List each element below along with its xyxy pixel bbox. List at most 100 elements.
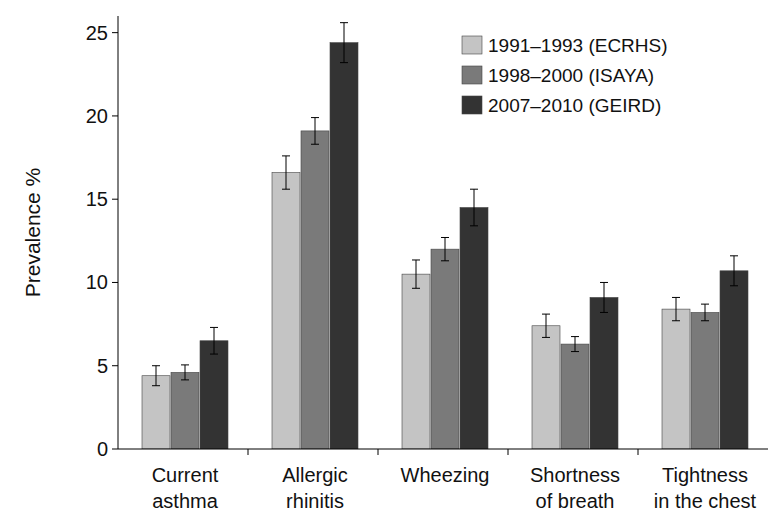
y-tick [112, 199, 118, 200]
y-tick-label: 0 [97, 438, 108, 460]
error-cap [181, 379, 189, 380]
error-cap [542, 314, 550, 315]
error-stem [185, 365, 186, 380]
error-cap [672, 320, 680, 321]
error-stem [575, 337, 576, 352]
x-axis [118, 449, 768, 450]
error-cap [210, 327, 218, 328]
bar [590, 297, 618, 449]
error-bar [210, 327, 218, 354]
y-tick-label: 25 [86, 22, 108, 44]
label-line: in the chest [654, 490, 757, 512]
y-tick [112, 365, 118, 366]
error-stem [546, 314, 547, 337]
legend-label: 1991–1993 (ECRHS) [488, 35, 668, 56]
error-bar [600, 282, 608, 312]
error-stem [156, 366, 157, 386]
error-stem [214, 327, 215, 354]
legend-swatch [462, 66, 482, 84]
bar [301, 131, 329, 449]
label-line: Tightness [662, 464, 748, 486]
error-stem [286, 156, 287, 189]
y-tick-label: 5 [97, 355, 108, 377]
x-tick-label: Wheezing [401, 464, 490, 486]
bar [431, 249, 459, 449]
error-bar [672, 297, 680, 320]
error-stem [734, 256, 735, 286]
error-bar [412, 260, 420, 288]
error-cap [470, 225, 478, 226]
error-cap [701, 304, 709, 305]
label-line: Wheezing [401, 464, 490, 486]
error-bar [542, 314, 550, 337]
error-cap [412, 288, 420, 289]
x-tick-label: Tightness in the chest [654, 464, 757, 512]
plot-area [142, 23, 748, 449]
y-axis-label: Prevalence % [21, 168, 44, 298]
error-bar [181, 365, 189, 380]
label-line: of breath [536, 490, 615, 512]
x-divider [508, 449, 509, 455]
x-divider [248, 449, 249, 455]
error-stem [416, 260, 417, 288]
bar [402, 274, 430, 449]
error-cap [282, 155, 290, 156]
bar [720, 271, 748, 449]
bar [171, 372, 199, 449]
error-bar [311, 118, 319, 145]
bar [142, 376, 170, 449]
error-stem [445, 237, 446, 260]
error-bar [152, 366, 160, 386]
y-tick [112, 282, 118, 283]
legend-swatch [462, 36, 482, 54]
error-bar [441, 237, 449, 260]
error-cap [571, 351, 579, 352]
bar [460, 208, 488, 449]
error-stem [676, 297, 677, 320]
error-cap [282, 189, 290, 190]
error-cap [600, 282, 608, 283]
error-bar [571, 337, 579, 352]
y-tick-label: 10 [86, 271, 108, 293]
error-cap [340, 22, 348, 23]
error-stem [474, 189, 475, 226]
error-cap [701, 320, 709, 321]
error-cap [730, 255, 738, 256]
error-cap [470, 189, 478, 190]
error-cap [672, 297, 680, 298]
error-cap [152, 365, 160, 366]
y-tick [112, 449, 118, 450]
label-line: Allergic [282, 464, 348, 486]
legend-swatch [462, 96, 482, 114]
legend-label: 1998–2000 (ISAYA) [488, 65, 654, 86]
bar [200, 341, 228, 449]
bar [691, 312, 719, 449]
chart: 0510152025CurrentasthmaAllergicrhinitisW… [0, 0, 773, 532]
error-stem [604, 282, 605, 312]
x-tick-label: Allergicrhinitis [282, 464, 348, 512]
error-stem [315, 118, 316, 145]
bar [662, 309, 690, 449]
legend-label: 2007–2010 (GEIRD) [488, 95, 661, 116]
error-cap [340, 62, 348, 63]
bar [272, 173, 300, 449]
error-cap [730, 285, 738, 286]
y-tick-label: 20 [86, 105, 108, 127]
error-bar [340, 23, 348, 63]
label-line: Shortness [530, 464, 620, 486]
error-cap [311, 144, 319, 145]
x-divider [638, 449, 639, 455]
error-bar [730, 256, 738, 286]
label-line: asthma [152, 490, 218, 512]
x-tick-label: Shortness of breath [530, 464, 620, 512]
error-cap [441, 237, 449, 238]
bar [532, 326, 560, 449]
error-bar [701, 304, 709, 321]
error-stem [344, 23, 345, 63]
bar [330, 43, 358, 449]
error-cap [571, 336, 579, 337]
y-tick [112, 115, 118, 116]
y-axis [118, 16, 119, 449]
bar [561, 344, 589, 449]
error-cap [210, 354, 218, 355]
